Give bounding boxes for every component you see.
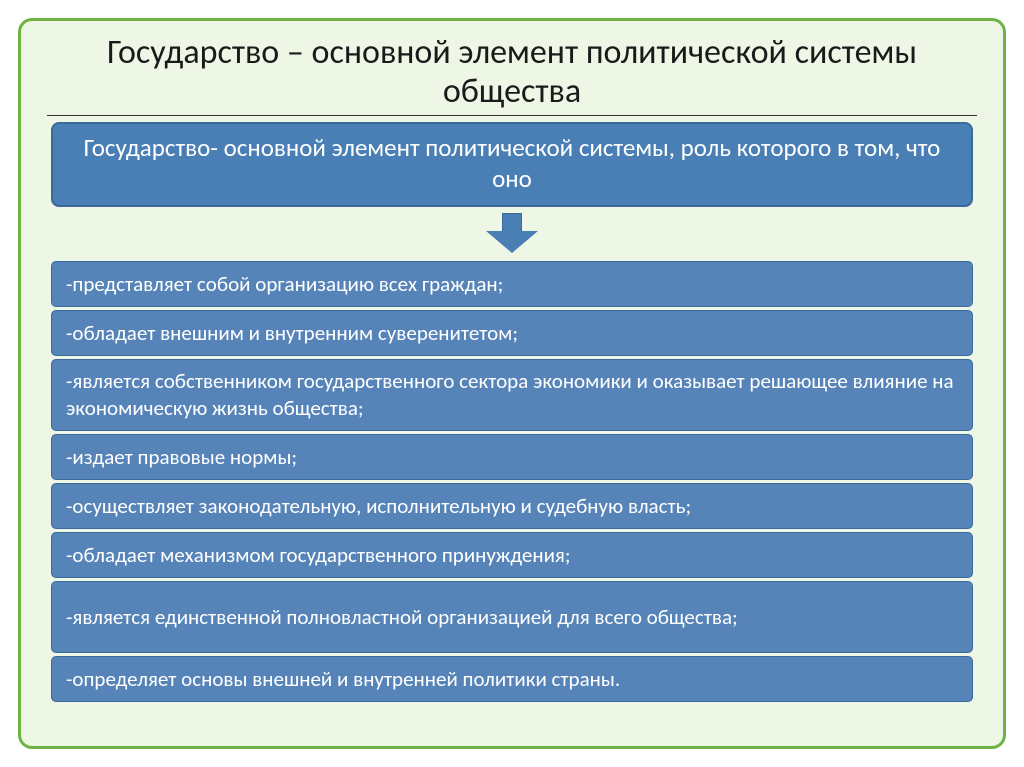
slide-container: Государство – основной элемент политичес… <box>0 0 1024 767</box>
item-text: -обладает механизмом государственного пр… <box>66 542 571 568</box>
list-item: -обладает внешним и внутренним суверенит… <box>51 310 973 356</box>
item-text: -представляет собой организацию всех гра… <box>66 271 503 297</box>
list-item: -осуществляет законодательную, исполните… <box>51 483 973 529</box>
item-text: -является единственной полновластной орг… <box>66 604 738 630</box>
down-arrow-icon <box>486 213 538 253</box>
item-text: -является собственником государственного… <box>66 368 958 421</box>
list-item: -представляет собой организацию всех гра… <box>51 261 973 307</box>
list-item: -определяет основы внешней и внутренней … <box>51 656 973 702</box>
list-item: -издает правовые нормы; <box>51 434 973 480</box>
header-box: Государство- основной элемент политическ… <box>51 122 973 207</box>
item-text: -издает правовые нормы; <box>66 444 297 470</box>
list-item: -обладает механизмом государственного пр… <box>51 532 973 578</box>
item-text: -осуществляет законодательную, исполните… <box>66 493 691 519</box>
list-item: -является единственной полновластной орг… <box>51 581 973 653</box>
header-text: Государство- основной элемент политическ… <box>84 132 941 194</box>
list-item: -является собственником государственного… <box>51 359 973 431</box>
slide-frame: Государство – основной элемент политичес… <box>18 18 1006 749</box>
item-text: -определяет основы внешней и внутренней … <box>66 666 620 692</box>
slide-title: Государство – основной элемент политичес… <box>47 33 977 116</box>
arrow-container <box>47 213 977 253</box>
item-text: -обладает внешним и внутренним суверенит… <box>66 320 518 346</box>
items-list: -представляет собой организацию всех гра… <box>51 261 973 728</box>
